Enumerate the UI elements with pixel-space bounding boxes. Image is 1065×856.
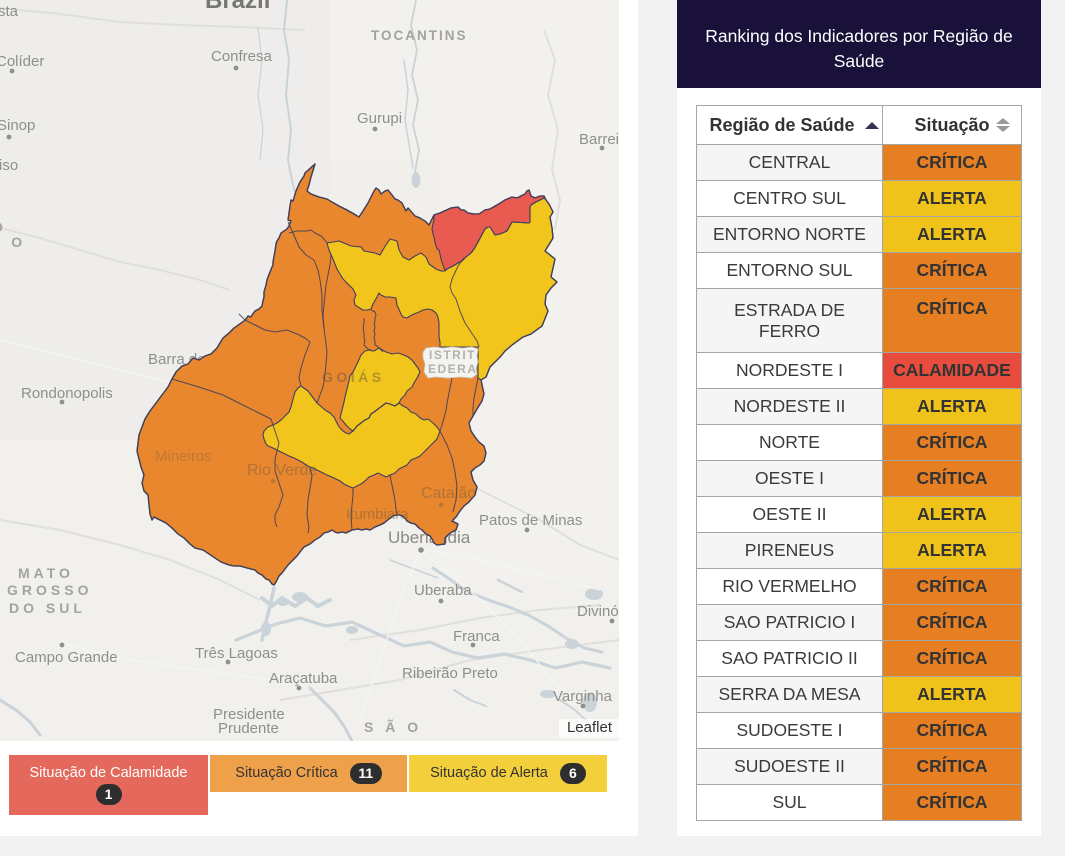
svg-text:Catalão: Catalão bbox=[421, 485, 476, 502]
svg-text:EDERA: EDERA bbox=[428, 362, 478, 376]
svg-text:Ribeirão Preto: Ribeirão Preto bbox=[402, 665, 498, 682]
svg-text:riso: riso bbox=[0, 157, 18, 174]
svg-text:Uberaba: Uberaba bbox=[414, 582, 472, 599]
svg-text:Varginha: Varginha bbox=[553, 688, 613, 705]
svg-text:TOCANTINS: TOCANTINS bbox=[371, 28, 468, 43]
svg-text:Itumbiara: Itumbiara bbox=[346, 506, 409, 523]
svg-text:DO SUL: DO SUL bbox=[9, 600, 86, 616]
svg-text:Rondonopolis: Rondonopolis bbox=[21, 385, 113, 402]
svg-text:Colíder: Colíder bbox=[0, 53, 44, 70]
svg-text:Sinop: Sinop bbox=[0, 117, 35, 134]
svg-text:ISTRIT: ISTRIT bbox=[429, 348, 476, 362]
svg-text:GOIÁS: GOIÁS bbox=[322, 369, 385, 385]
svg-text:Campo Grande: Campo Grande bbox=[15, 649, 118, 666]
svg-text:Prudente: Prudente bbox=[218, 720, 279, 737]
svg-text:GROSSO: GROSSO bbox=[7, 582, 92, 598]
svg-text:Brazil: Brazil bbox=[205, 0, 270, 14]
svg-text:S Ã O: S Ã O bbox=[364, 718, 422, 735]
svg-text:Barrei: Barrei bbox=[579, 131, 619, 148]
svg-text:Araçatuba: Araçatuba bbox=[269, 670, 338, 687]
svg-text:Patos de Minas: Patos de Minas bbox=[479, 512, 582, 529]
svg-text:Mineiros: Mineiros bbox=[155, 448, 212, 465]
svg-text:sta: sta bbox=[0, 3, 19, 20]
svg-text:Três Lagoas: Três Lagoas bbox=[195, 645, 278, 662]
svg-text:Presidente: Presidente bbox=[213, 706, 285, 723]
svg-text:MATO: MATO bbox=[18, 565, 74, 581]
svg-text:Rio Verde: Rio Verde bbox=[247, 462, 317, 479]
svg-text:Franca: Franca bbox=[453, 628, 500, 645]
svg-text:O: O bbox=[0, 219, 7, 235]
svg-text:Divinó: Divinó bbox=[577, 603, 619, 620]
svg-text:Confresa: Confresa bbox=[211, 48, 273, 65]
svg-text:S O: S O bbox=[0, 234, 26, 250]
svg-text:Gurupi: Gurupi bbox=[357, 110, 402, 127]
